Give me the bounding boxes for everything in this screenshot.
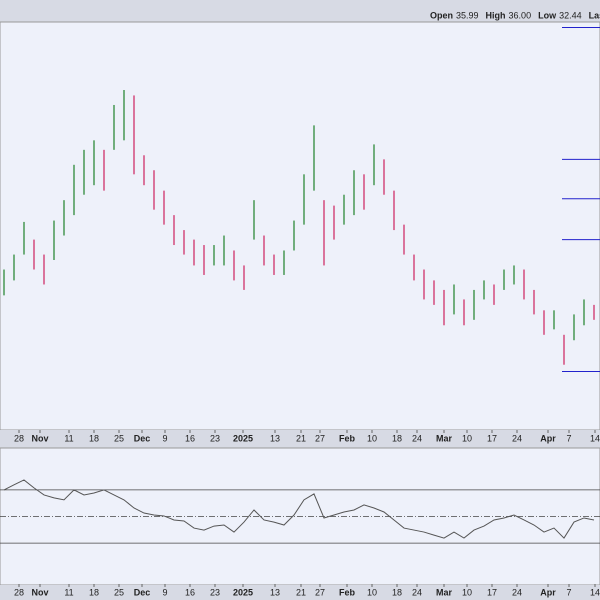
x-tick-label: 7 (566, 433, 571, 443)
x-tick-label: 16 (185, 587, 195, 597)
x-tick-label: 10 (462, 433, 472, 443)
header-label: Open (430, 10, 453, 20)
x-tick-label: 14 (590, 587, 600, 597)
x-tick-label: Nov (31, 433, 48, 443)
x-tick-label: 18 (392, 433, 402, 443)
x-tick-label: Nov (31, 587, 48, 597)
x-tick-label: Feb (339, 587, 356, 597)
x-tick-label: Apr (540, 433, 556, 443)
x-tick-label: 17 (487, 433, 497, 443)
x-tick-label: 24 (412, 587, 422, 597)
header-label: Last (589, 10, 600, 20)
x-tick-label: 17 (487, 587, 497, 597)
x-tick-label: 18 (89, 587, 99, 597)
x-tick-label: 24 (512, 433, 522, 443)
header-value: 32.44 (559, 10, 582, 20)
x-tick-label: Apr (540, 587, 556, 597)
date-strip (0, 430, 600, 448)
x-tick-label: 2025 (233, 587, 253, 597)
x-tick-label: 24 (412, 433, 422, 443)
header-value: 35.99 (456, 10, 479, 20)
x-tick-label: 7 (566, 587, 571, 597)
x-tick-label: 18 (392, 587, 402, 597)
x-tick-label: Mar (436, 433, 453, 443)
x-tick-label: 21 (296, 433, 306, 443)
x-tick-label: Dec (134, 587, 151, 597)
x-tick-label: 9 (162, 433, 167, 443)
header-label: Low (538, 10, 557, 20)
x-tick-label: 14 (590, 433, 600, 443)
x-tick-label: 10 (367, 587, 377, 597)
x-tick-label: 28 (14, 587, 24, 597)
x-tick-label: 18 (89, 433, 99, 443)
x-tick-label: 16 (185, 433, 195, 443)
x-tick-label: 25 (114, 433, 124, 443)
header-label: High (486, 10, 506, 20)
x-tick-label: 13 (270, 433, 280, 443)
rsi-line (3, 479, 595, 539)
x-tick-label: 21 (296, 587, 306, 597)
x-tick-label: 11 (64, 433, 73, 443)
x-tick-label: 9 (162, 587, 167, 597)
x-tick-label: 28 (14, 433, 24, 443)
x-tick-label: 27 (315, 587, 325, 597)
x-tick-label: 10 (367, 433, 377, 443)
x-tick-label: 11 (64, 587, 73, 597)
x-tick-label: 23 (210, 587, 220, 597)
x-tick-label: 13 (270, 587, 280, 597)
header-bar (0, 0, 600, 22)
date-strip (0, 585, 600, 600)
x-tick-label: 24 (512, 587, 522, 597)
x-tick-label: 10 (462, 587, 472, 597)
x-tick-label: Feb (339, 433, 356, 443)
x-tick-label: 2025 (233, 433, 253, 443)
x-tick-label: Mar (436, 587, 453, 597)
x-tick-label: 23 (210, 433, 220, 443)
price-panel (0, 21, 600, 431)
x-tick-label: 27 (315, 433, 325, 443)
header-value: 36.00 (509, 10, 532, 20)
x-tick-label: Dec (134, 433, 151, 443)
x-tick-label: 25 (114, 587, 124, 597)
